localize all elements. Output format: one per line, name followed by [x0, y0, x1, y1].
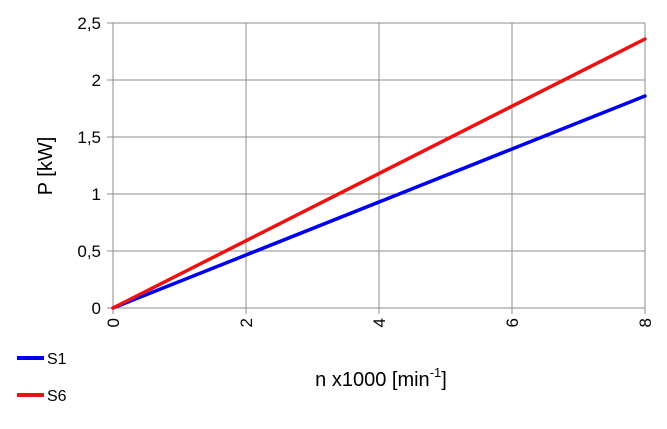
y-tick-label: 0,5: [77, 242, 101, 261]
legend-label-s1: S1: [47, 351, 67, 368]
x-tick-label: 6: [503, 318, 522, 327]
y-tick-label: 0: [92, 299, 101, 318]
y-tick-label: 1: [92, 185, 101, 204]
x-axis-title-main: n x1000 [min: [315, 369, 430, 391]
series-line-s6: [111, 37, 647, 310]
x-tick-label: 0: [104, 318, 123, 327]
x-tick-labels: 0 2 4 6 8: [104, 318, 655, 327]
y-tick-label: 1,5: [77, 128, 101, 147]
x-axis-title-exponent: -1: [430, 365, 442, 380]
y-tick-labels: 0 0,5 1 1,5 2 2,5: [77, 14, 101, 318]
x-tick-label: 8: [636, 318, 655, 327]
x-axis-title-close: ]: [441, 369, 447, 391]
legend-label-s6: S6: [47, 388, 67, 405]
series-lines: [111, 37, 647, 310]
x-axis-title: n x1000 [min-1]: [315, 365, 447, 391]
y-axis-title: P [kW]: [35, 137, 57, 196]
grid: [107, 22, 646, 314]
x-tick-label: 4: [370, 318, 389, 327]
y-tick-label: 2: [92, 71, 101, 90]
legend: S1 S6: [17, 351, 67, 405]
x-tick-label: 2: [237, 318, 256, 327]
series-line-s1: [111, 94, 647, 310]
y-tick-label: 2,5: [77, 14, 101, 33]
